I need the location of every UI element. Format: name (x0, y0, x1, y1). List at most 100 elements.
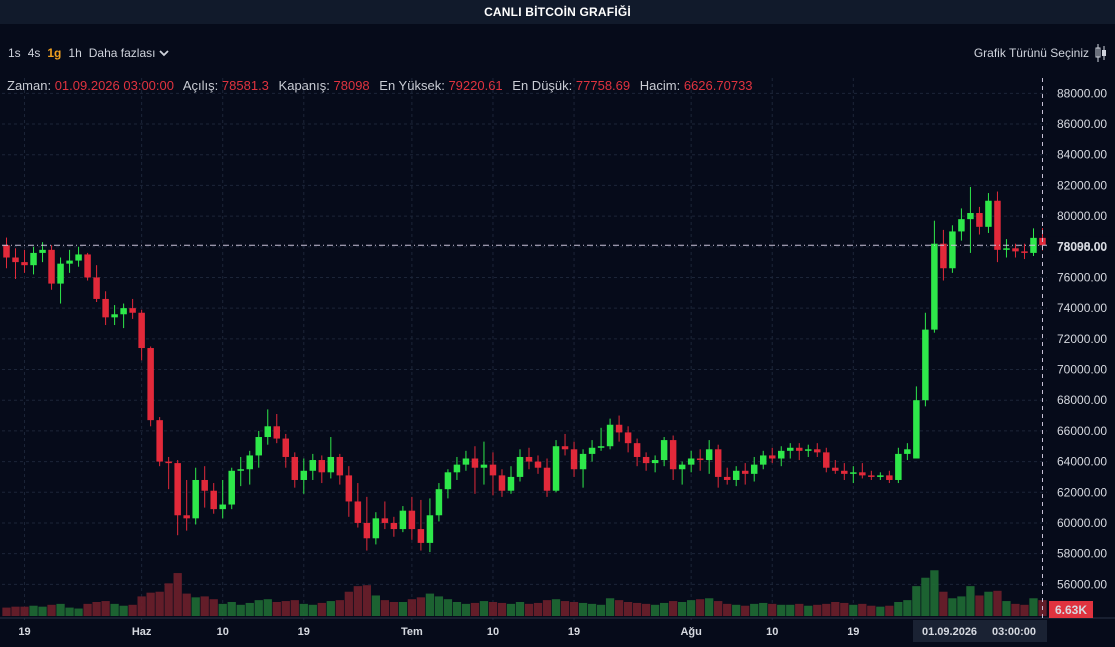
candle-body (471, 458, 479, 468)
volume-bar (389, 602, 399, 616)
toolbar: 1s 4s 1g 1h Daha fazlası Grafik Türünü S… (0, 24, 1115, 78)
volume-bar (2, 607, 11, 616)
volume-bar (137, 596, 146, 616)
volume-bar (930, 570, 939, 616)
volume-bar (488, 602, 498, 616)
volume-bar (317, 602, 326, 616)
candle-body (426, 515, 434, 543)
candle-body (579, 453, 587, 470)
price-tick-label: 80000.00 (1057, 209, 1107, 223)
volume-bar (840, 602, 849, 616)
volume-bar (335, 600, 344, 616)
timeframe-selector: 1s 4s 1g 1h Daha fazlası (8, 46, 170, 60)
candle-body (39, 249, 46, 253)
candle-body (291, 456, 299, 480)
candle-body (823, 452, 830, 468)
price-tick-label: 58000.00 (1057, 547, 1107, 561)
volume-bar (822, 603, 831, 616)
candle-body (309, 460, 317, 471)
time-tick-label: 10 (487, 626, 499, 638)
volume-bar (867, 605, 876, 616)
candle-body (390, 522, 398, 530)
volume-bar (696, 599, 705, 616)
candle-body (714, 449, 722, 477)
time-tick-label: Haz (132, 626, 152, 638)
price-tick-label: 70000.00 (1057, 363, 1107, 377)
chart-type-selector[interactable]: Grafik Türünü Seçiniz (974, 43, 1107, 63)
price-tick-label: 62000.00 (1057, 485, 1107, 499)
timeframe-4s[interactable]: 4s (27, 46, 41, 60)
candle-body (300, 470, 308, 480)
candle-body (147, 348, 154, 421)
volume-bar (209, 599, 218, 616)
chevron-down-icon (159, 50, 170, 57)
volume-bar (56, 603, 65, 616)
time-value: 01.09.2026 03:00:00 (54, 78, 174, 93)
crosshair-time-tag (913, 620, 1047, 642)
candle-body (832, 467, 839, 471)
candle-body (30, 252, 37, 266)
volume-bar (966, 586, 975, 616)
volume-bar (605, 598, 615, 616)
time-axis: 19 Haz 10 19 Tem 10 19 Ağu 10 19 (18, 626, 859, 638)
price-tick-label: 82000.00 (1057, 178, 1107, 192)
volume-bar (993, 590, 1002, 616)
price-overlay: 78098.00 6.63K 01.09.2026 03:00:00 (2, 78, 1115, 642)
candle-body (750, 464, 758, 474)
timeframe-1s[interactable]: 1s (8, 46, 21, 60)
volume-bar (551, 599, 561, 616)
candle-body (778, 450, 785, 459)
candle-body (940, 243, 947, 269)
candle-body (219, 504, 226, 510)
volume-bar (281, 601, 290, 616)
price-tick-label: 84000.00 (1057, 148, 1107, 162)
candle-body (642, 456, 650, 464)
candle-body (165, 461, 172, 464)
chart-title: CANLI BİTCOİN GRAFİĞİ (0, 0, 1115, 24)
candle-body (498, 475, 506, 491)
more-timeframes-button[interactable]: Daha fazlası (89, 46, 170, 60)
candle-body (21, 262, 28, 266)
candlestick-chart[interactable]: 78098.00 6.63K 01.09.2026 03:00:00 56000.00… (0, 78, 1115, 647)
time-tick-label: 10 (217, 626, 229, 638)
candle-body (597, 446, 605, 448)
price-tick-label: 68000.00 (1057, 393, 1107, 407)
timeframe-1g[interactable]: 1g (47, 46, 62, 60)
candle-body (985, 200, 992, 227)
volume-bar (101, 601, 110, 616)
candle-body (976, 213, 983, 227)
current-price-tag (1049, 236, 1115, 255)
volume-bar (687, 600, 696, 616)
volume-bar (759, 602, 768, 616)
time-tick-label: 19 (568, 626, 580, 638)
volume-bar (542, 600, 552, 616)
volume-bar (632, 602, 642, 616)
candle-body (138, 312, 145, 349)
volume-bar (984, 591, 993, 616)
volume-bar (452, 602, 462, 616)
volume-bar (903, 600, 912, 616)
candle-body (561, 446, 569, 450)
candle-body (66, 260, 73, 264)
candle-body (516, 456, 524, 477)
candle-body (489, 464, 497, 476)
volume-bar (741, 605, 750, 616)
candle-body (913, 400, 920, 459)
timeframe-1h[interactable]: 1h (68, 46, 82, 60)
candle-body (796, 447, 803, 451)
candle-body (1012, 248, 1019, 252)
candle-body (814, 449, 821, 453)
grid-lines (0, 78, 1115, 620)
volume-bar (1011, 603, 1020, 616)
candle-body (237, 469, 244, 471)
candle-body (588, 447, 596, 454)
candle-body (678, 464, 686, 470)
candle-body (363, 522, 371, 539)
close-value: 78098 (333, 78, 370, 93)
volume-bar (146, 592, 155, 616)
price-tick-label: 60000.00 (1057, 516, 1107, 530)
volume-bar (110, 603, 119, 616)
price-tick-label: 64000.00 (1057, 455, 1107, 469)
volume-bar (921, 577, 930, 616)
candle-body (787, 447, 794, 451)
